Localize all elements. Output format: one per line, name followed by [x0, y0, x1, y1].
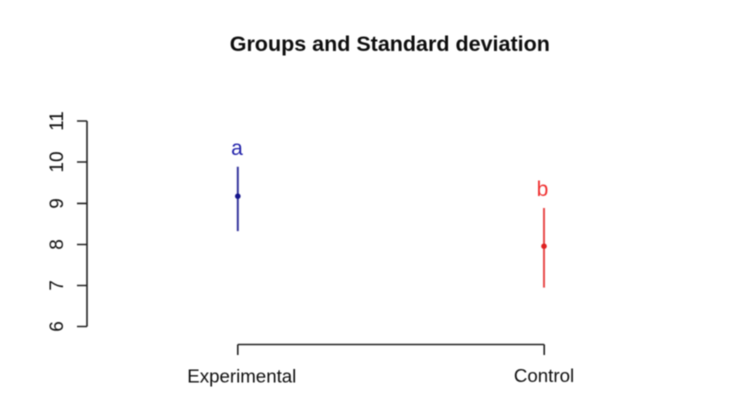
svg-text:6: 6 — [47, 321, 68, 332]
svg-text:Experimental: Experimental — [187, 366, 296, 387]
svg-text:11: 11 — [47, 111, 68, 131]
svg-text:Groups and Standard deviation: Groups and Standard deviation — [230, 32, 550, 56]
svg-text:b: b — [537, 178, 549, 201]
svg-text:7: 7 — [47, 280, 68, 291]
svg-text:8: 8 — [47, 239, 68, 250]
svg-text:9: 9 — [47, 198, 68, 209]
svg-text:Control: Control — [514, 365, 574, 386]
svg-text:a: a — [231, 137, 243, 160]
svg-text:10: 10 — [47, 151, 68, 172]
